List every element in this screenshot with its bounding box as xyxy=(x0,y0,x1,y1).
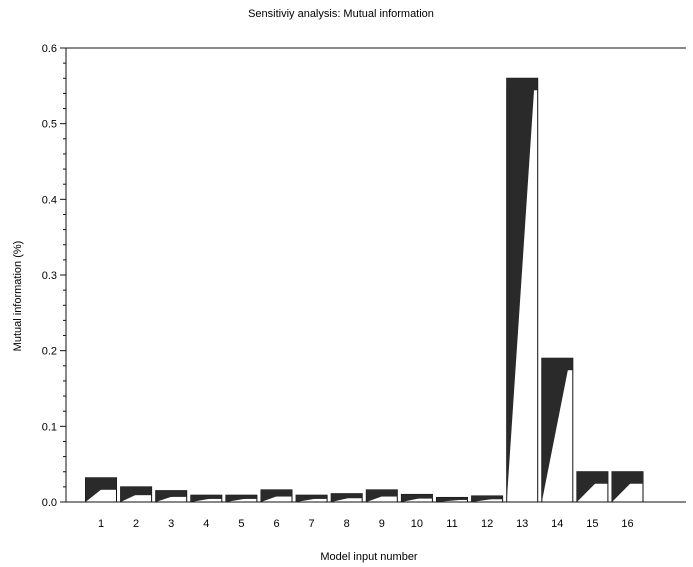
bar-10 xyxy=(400,493,433,503)
x-axis-ticks: 1 2 3 4 5 6 7 8 9 10 11 12 13 14 15 16 xyxy=(98,518,634,530)
y-tick-label: 0.5 xyxy=(42,119,57,131)
bar-9 xyxy=(365,489,398,503)
bars xyxy=(85,77,644,503)
bar-2 xyxy=(120,486,153,503)
bar-3 xyxy=(155,490,188,503)
y-tick-label: 0.3 xyxy=(42,270,57,282)
x-tick-label: 11 xyxy=(446,518,457,530)
x-tick-label: 3 xyxy=(168,518,174,530)
bar-6 xyxy=(260,489,293,503)
bar-13 xyxy=(506,77,539,503)
bar-11 xyxy=(436,496,468,503)
bar-12 xyxy=(471,495,504,503)
bar-5 xyxy=(225,494,258,503)
bar-4 xyxy=(190,494,223,503)
x-tick-label: 5 xyxy=(238,518,244,530)
bar-7 xyxy=(295,494,328,503)
x-tick-label: 7 xyxy=(309,518,315,530)
x-tick-label: 16 xyxy=(621,518,633,530)
x-tick-label: 10 xyxy=(411,518,423,530)
bar-16 xyxy=(611,471,644,503)
x-tick-label: 6 xyxy=(273,518,279,530)
x-tick-label: 14 xyxy=(551,518,563,530)
bar-1 xyxy=(85,477,117,503)
x-axis-label: Model input number xyxy=(320,551,418,563)
x-tick-label: 12 xyxy=(481,518,493,530)
y-tick-label: 0.4 xyxy=(42,194,57,206)
bar-15 xyxy=(576,471,609,503)
y-tick-label: 0.1 xyxy=(42,421,57,433)
y-axis-ticks: 0.0 0.1 0.2 0.3 0.4 0.5 0.6 xyxy=(42,43,66,509)
bar-14 xyxy=(541,357,574,503)
y-axis-label: Mutual information (%) xyxy=(12,241,24,352)
x-tick-label: 2 xyxy=(133,518,139,530)
y-tick-label: 0.6 xyxy=(42,43,57,55)
x-tick-label: 4 xyxy=(203,518,209,530)
x-tick-label: 13 xyxy=(516,518,528,530)
bar-8 xyxy=(330,493,363,503)
x-tick-label: 15 xyxy=(586,518,598,530)
chart-title: Sensitiviy analysis: Mutual information xyxy=(248,8,434,20)
y-tick-label: 0.2 xyxy=(42,346,57,358)
x-tick-label: 8 xyxy=(344,518,350,530)
x-tick-label: 9 xyxy=(379,518,385,530)
y-tick-label: 0.0 xyxy=(42,497,57,509)
x-tick-label: 1 xyxy=(98,518,104,530)
